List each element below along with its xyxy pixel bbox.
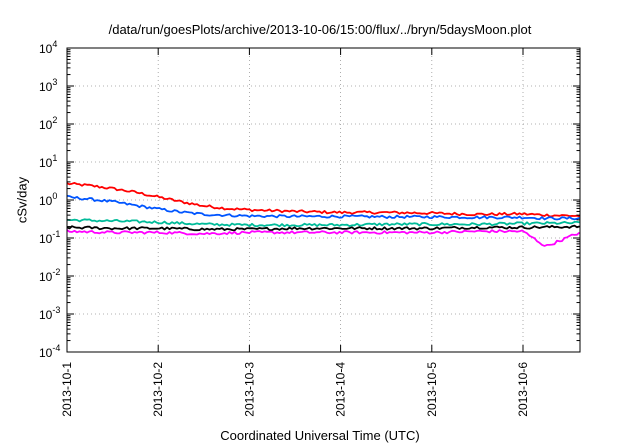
y-tick-label: 102 bbox=[39, 115, 57, 132]
series-line-3 bbox=[66, 218, 580, 228]
y-tick-label: 10-4 bbox=[39, 343, 60, 360]
y-tick-label: 103 bbox=[39, 77, 57, 94]
series-line-5 bbox=[66, 229, 581, 247]
x-tick-label: 2013-10-4 bbox=[334, 362, 348, 417]
x-tick-label: 2013-10-3 bbox=[242, 362, 256, 417]
series-line-2 bbox=[66, 194, 580, 221]
x-axis-label: Coordinated Universal Time (UTC) bbox=[220, 428, 420, 443]
x-tick-label: 2013-10-6 bbox=[516, 362, 530, 417]
y-tick-label: 10-2 bbox=[39, 267, 60, 284]
chart-title: /data/run/goesPlots/archive/2013-10-06/1… bbox=[108, 22, 532, 37]
series-lines bbox=[66, 181, 581, 247]
series-line-4 bbox=[66, 224, 580, 232]
x-tick-label: 2013-10-1 bbox=[60, 362, 74, 417]
x-tick-label: 2013-10-2 bbox=[151, 362, 165, 417]
y-tick-label: 104 bbox=[39, 39, 57, 56]
series-line-1 bbox=[66, 181, 580, 218]
axis-ticks: 10-4 10-3 10-2 10-1 100 101 102 103 104 2013-10-1… bbox=[39, 39, 580, 417]
y-tick-label: 101 bbox=[39, 153, 57, 170]
y-tick-label: 100 bbox=[39, 191, 57, 208]
grid-lines bbox=[67, 48, 580, 352]
x-tick-label: 2013-10-5 bbox=[425, 362, 439, 417]
y-tick-label: 10-1 bbox=[39, 229, 60, 246]
y-tick-label: 10-3 bbox=[39, 305, 60, 322]
